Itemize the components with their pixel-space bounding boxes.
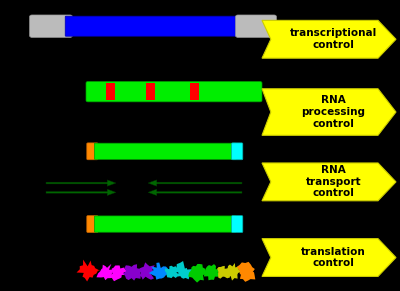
- Polygon shape: [262, 239, 396, 276]
- Polygon shape: [123, 264, 141, 281]
- Text: RNA
transport
control: RNA transport control: [306, 165, 361, 198]
- FancyBboxPatch shape: [87, 216, 98, 233]
- Polygon shape: [262, 163, 396, 201]
- FancyBboxPatch shape: [236, 15, 276, 37]
- Polygon shape: [217, 266, 232, 279]
- Polygon shape: [110, 265, 128, 281]
- Bar: [106, 83, 115, 100]
- Polygon shape: [262, 20, 396, 58]
- FancyBboxPatch shape: [65, 16, 243, 36]
- FancyArrow shape: [148, 189, 242, 196]
- Bar: [146, 83, 155, 100]
- Text: translation
control: translation control: [301, 247, 366, 268]
- FancyBboxPatch shape: [30, 15, 72, 37]
- FancyBboxPatch shape: [87, 143, 98, 160]
- Polygon shape: [149, 262, 168, 280]
- Polygon shape: [262, 89, 396, 135]
- FancyBboxPatch shape: [86, 81, 262, 102]
- Polygon shape: [188, 264, 208, 283]
- Polygon shape: [237, 262, 255, 282]
- Polygon shape: [165, 266, 181, 278]
- Text: RNA
processing
control: RNA processing control: [302, 95, 366, 129]
- FancyBboxPatch shape: [232, 216, 243, 233]
- Polygon shape: [175, 261, 192, 279]
- FancyArrow shape: [46, 189, 116, 196]
- Polygon shape: [140, 262, 155, 280]
- FancyArrow shape: [46, 180, 116, 186]
- FancyBboxPatch shape: [94, 143, 236, 159]
- Bar: [190, 83, 199, 100]
- Polygon shape: [221, 263, 242, 281]
- FancyArrow shape: [148, 180, 242, 186]
- FancyBboxPatch shape: [94, 216, 236, 232]
- FancyBboxPatch shape: [232, 143, 243, 160]
- Text: transcriptional
control: transcriptional control: [290, 29, 377, 50]
- Polygon shape: [76, 260, 100, 281]
- Polygon shape: [204, 264, 221, 280]
- Polygon shape: [96, 264, 113, 280]
